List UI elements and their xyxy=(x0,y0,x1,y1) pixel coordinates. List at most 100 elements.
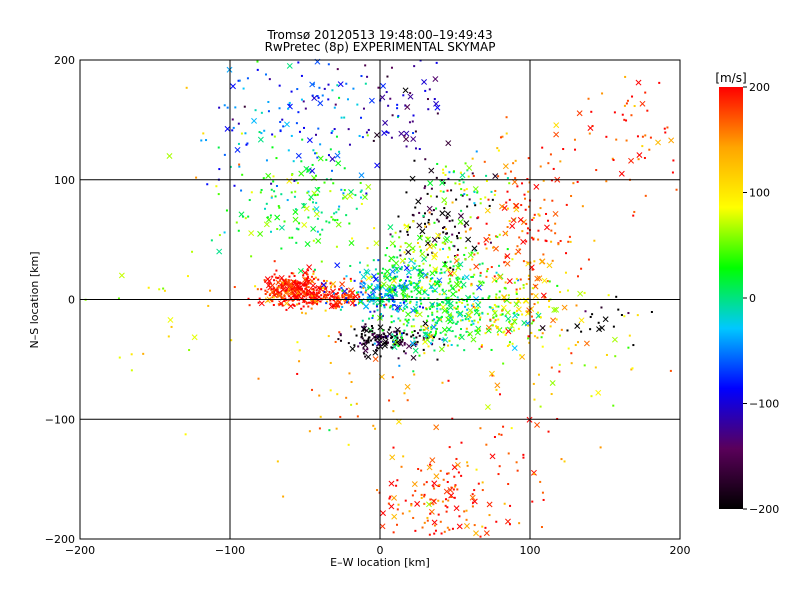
data-point-dot-326 xyxy=(313,299,316,302)
data-point-dot-1191 xyxy=(399,332,402,335)
data-point-dot-118 xyxy=(300,307,303,310)
data-point-x-1596 xyxy=(416,222,423,229)
data-point-dot-1292 xyxy=(321,228,324,231)
data-point-dot-342 xyxy=(343,295,346,298)
data-point-x-707 xyxy=(476,284,483,291)
data-point-dot-1434 xyxy=(243,105,246,108)
data-point-dot-703 xyxy=(511,258,514,261)
data-point-dot-1489 xyxy=(318,86,321,89)
data-point-dot-1368 xyxy=(292,160,295,163)
data-point-dot-1423 xyxy=(273,135,276,138)
data-point-dot-2032 xyxy=(447,499,450,502)
data-point-dot-482 xyxy=(371,314,374,317)
data-point-x-1316 xyxy=(335,160,342,167)
data-point-x-2062 xyxy=(431,480,438,487)
data-point-x-1554 xyxy=(311,95,318,102)
data-point-x-1853 xyxy=(532,283,539,290)
data-point-dot-1199 xyxy=(402,323,405,326)
data-point-dot-969 xyxy=(493,303,496,306)
data-point-dot-2106 xyxy=(447,472,450,475)
data-point-dot-244 xyxy=(307,286,310,289)
data-point-dot-53 xyxy=(233,286,236,289)
data-point-dot-497 xyxy=(380,316,383,319)
data-point-x-1255 xyxy=(391,344,398,351)
data-point-dot-1051 xyxy=(402,332,405,335)
data-point-dot-1355 xyxy=(247,215,250,218)
x-tick-label-4: 200 xyxy=(670,544,691,557)
data-point-dot-365 xyxy=(314,295,317,298)
data-point-dot-1832 xyxy=(505,201,508,204)
data-point-dot-522 xyxy=(375,305,378,308)
data-point-dot-1490 xyxy=(364,82,367,85)
data-point-x-1874 xyxy=(540,292,547,299)
data-point-dot-1983 xyxy=(631,95,634,98)
data-point-dot-876 xyxy=(489,319,492,322)
data-point-dot-2371 xyxy=(351,237,354,240)
data-point-dot-1713 xyxy=(336,68,339,71)
data-point-dot-2143 xyxy=(481,481,484,484)
data-point-dot-1962 xyxy=(615,138,618,141)
data-point-dot-1399 xyxy=(315,201,318,204)
data-point-dot-814 xyxy=(472,292,475,295)
data-point-x-2102 xyxy=(483,530,490,537)
data-point-x-1895 xyxy=(510,217,517,224)
data-point-dot-575 xyxy=(399,279,402,282)
data-point-x-1403 xyxy=(292,216,299,223)
data-point-dot-2322 xyxy=(448,246,451,249)
data-point-x-1304 xyxy=(301,221,308,228)
data-point-dot-2163 xyxy=(493,435,496,438)
data-point-dot-858 xyxy=(457,281,460,284)
data-point-dot-1491 xyxy=(330,131,333,134)
data-point-dot-2136 xyxy=(541,491,544,494)
data-point-dot-2258 xyxy=(158,288,161,291)
data-point-dot-682 xyxy=(392,284,395,287)
colorbar-tick-label-4: 200 xyxy=(749,81,770,94)
data-point-dot-1682 xyxy=(506,177,509,180)
data-point-dot-2297 xyxy=(444,228,447,231)
data-point-dot-18 xyxy=(271,275,274,278)
data-point-x-2257 xyxy=(191,334,198,341)
data-point-dot-758 xyxy=(501,313,504,316)
data-point-dot-1189 xyxy=(431,339,434,342)
data-point-dot-1011 xyxy=(476,329,479,332)
data-point-dot-2294 xyxy=(429,280,432,283)
data-point-dot-390 xyxy=(338,301,341,304)
data-point-dot-1497 xyxy=(360,75,363,78)
data-point-dot-1636 xyxy=(406,230,409,233)
data-point-dot-1927 xyxy=(537,213,540,216)
data-point-dot-2119 xyxy=(507,483,510,486)
data-point-dot-2338 xyxy=(471,258,474,261)
data-point-dot-338 xyxy=(338,288,341,291)
data-point-dot-1048 xyxy=(363,339,366,342)
data-point-dot-1951 xyxy=(605,180,608,183)
data-point-dot-341 xyxy=(350,295,353,298)
data-point-dot-1364 xyxy=(295,227,298,230)
data-point-dot-443 xyxy=(359,285,362,288)
data-point-x-2172 xyxy=(595,389,602,396)
data-point-dot-972 xyxy=(472,303,475,306)
data-point-dot-2179 xyxy=(599,446,602,449)
data-point-dot-2063 xyxy=(439,469,442,472)
data-point-dot-708 xyxy=(498,290,501,293)
data-point-x-2227 xyxy=(549,380,556,386)
data-point-dot-921 xyxy=(450,314,453,317)
data-point-dot-1707 xyxy=(402,94,405,97)
data-point-dot-1367 xyxy=(250,191,253,194)
data-point-dot-1451 xyxy=(343,116,346,119)
data-point-dot-2084 xyxy=(441,500,444,503)
data-point-dot-234 xyxy=(306,289,309,292)
data-point-dot-1379 xyxy=(241,215,244,218)
plot-frame xyxy=(79,59,681,540)
data-point-dot-1820 xyxy=(526,227,529,230)
data-point-dot-2093 xyxy=(437,513,440,516)
data-point-dot-1586 xyxy=(443,181,446,184)
data-point-dot-347 xyxy=(358,295,361,298)
data-point-x-1492 xyxy=(380,83,387,89)
data-point-dot-2116 xyxy=(463,510,466,513)
data-point-dot-663 xyxy=(470,251,473,254)
data-point-dot-1886 xyxy=(560,328,563,331)
data-point-dot-1105 xyxy=(364,355,367,358)
data-point-dot-1145 xyxy=(432,336,435,339)
data-point-x-2223 xyxy=(541,277,548,284)
data-point-dot-339 xyxy=(357,293,360,296)
